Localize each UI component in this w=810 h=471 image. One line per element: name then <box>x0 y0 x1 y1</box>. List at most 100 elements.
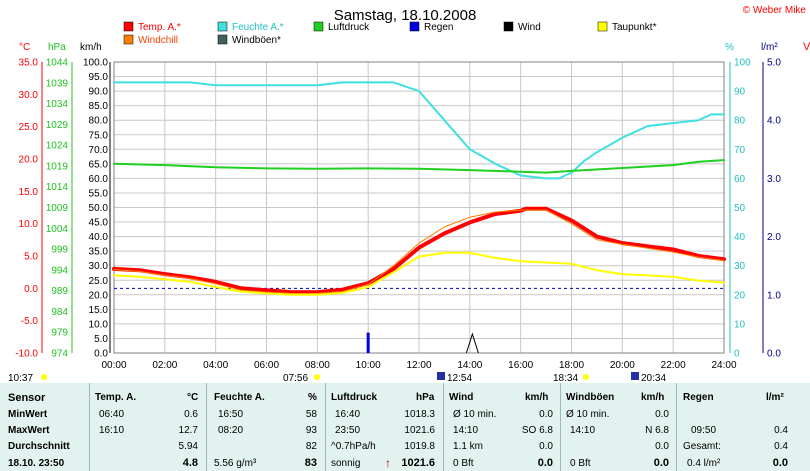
humidity-max: 93 <box>305 425 317 436</box>
row-label-current: 18.10. 23:50 <box>8 458 65 469</box>
pressure-tick-label: 989 <box>51 286 68 297</box>
temp-tick-label: 0.0 <box>24 284 38 295</box>
legend-swatch <box>217 34 228 45</box>
wind-avg-value: 0.0 <box>539 409 553 420</box>
humidity-current: 83 <box>304 457 317 469</box>
legend-swatch <box>123 34 134 45</box>
row-label-max: MaxWert <box>8 425 50 436</box>
series-line-temp-a <box>112 206 726 295</box>
pressure-tick-label: 974 <box>51 349 68 360</box>
wind-unit: km/h <box>525 392 549 403</box>
temp-tick-label: 5.0 <box>24 252 38 263</box>
temp-tick-label: 15.0 <box>19 187 39 198</box>
rain-max-value: 0.4 <box>774 425 788 436</box>
humidity-min: 58 <box>305 409 317 420</box>
pressure-tick-label: 979 <box>51 328 68 339</box>
wind-distance: 1.1 km <box>453 441 484 452</box>
wind-avg-label: Ø 10 min. <box>453 409 497 420</box>
speed-tick-label: 40.0 <box>89 232 109 243</box>
rain-tick-label: 0.0 <box>767 349 781 360</box>
humidity-tick-label: 90 <box>734 87 746 98</box>
temp-max-time: 16:10 <box>99 425 125 436</box>
temp-unit: °C <box>187 392 199 403</box>
humidity-tick-label: 100 <box>734 58 751 69</box>
legend-swatch <box>503 21 514 32</box>
temp-unit-label: °C <box>19 42 30 53</box>
speed-tick-label: 10.0 <box>89 319 109 330</box>
chart-grid <box>113 61 725 354</box>
chart-series <box>112 81 726 354</box>
pressure-tick-label: 994 <box>51 265 68 276</box>
wind-peak-mark <box>465 332 479 354</box>
temp-header: Temp. A. <box>95 392 137 403</box>
plot-frame <box>113 61 725 354</box>
legend-swatch <box>217 21 228 32</box>
speed-unit-label: km/h <box>80 42 102 53</box>
speed-tick-label: 90.0 <box>89 87 109 98</box>
rain-tick-label: 2.0 <box>767 232 781 243</box>
moonrise-time: 12:54 <box>447 373 472 383</box>
pressure-tick-label: 1029 <box>46 120 69 131</box>
pressure-tick-label: 1004 <box>46 224 69 235</box>
series-line-feuchte-a <box>113 81 725 180</box>
series-line-windchill <box>113 209 725 294</box>
pressure-avg: 1019.8 <box>404 441 435 452</box>
legend-label: Taupunkt* <box>612 22 657 33</box>
moonset-time: 20:34 <box>641 373 666 383</box>
temp-min-time: 06:40 <box>99 409 125 420</box>
sunrise-icon <box>314 374 320 380</box>
column-divider <box>560 383 561 471</box>
speed-tick-label: 30.0 <box>89 261 109 272</box>
pressure-tick-label: 1034 <box>46 99 69 110</box>
temp-current: 4.8 <box>182 457 198 469</box>
legend-swatch <box>123 21 134 32</box>
humidity-tick-label: 30 <box>734 261 746 272</box>
temp-tick-label: 25.0 <box>19 122 39 133</box>
pressure-tick-label: 1039 <box>46 78 69 89</box>
sunrise-time: 07:56 <box>283 373 308 383</box>
pressure-min-time: 16:40 <box>335 409 361 420</box>
series-line-taupunkt <box>113 251 725 296</box>
wind-header: Wind <box>449 392 474 403</box>
pressure-current: 1021.6 <box>401 457 435 469</box>
column-divider <box>206 383 207 471</box>
speed-tick-label: 65.0 <box>89 159 109 170</box>
x-tick-label: 00:00 <box>101 360 126 371</box>
temp-tick-label: -10.0 <box>15 349 38 360</box>
pressure-tick-label: 984 <box>51 307 68 318</box>
pressure-tick-label: 1009 <box>46 203 69 214</box>
pressure-tick-label: 1024 <box>46 141 69 152</box>
pressure-forecast: sonnig <box>331 458 361 469</box>
rain-current: 0.0 <box>772 457 788 469</box>
legend-label: Temp. A.* <box>138 22 181 33</box>
temp-avg: 5.94 <box>178 441 198 452</box>
pressure-tick-label: 1044 <box>46 58 69 69</box>
row-label-avg: Durchschnitt <box>8 441 70 452</box>
pressure-unit: hPa <box>416 392 435 403</box>
x-tick-label: 08:00 <box>305 360 330 371</box>
weather-chart: 00:00 02:00 04:00 06:00 08:00 10:00 12:00 14:00… <box>8 5 810 383</box>
gust-avg-label: Ø 10 min. <box>566 409 610 420</box>
speed-tick-label: 100.0 <box>83 58 108 69</box>
speed-tick-label: 95.0 <box>89 72 109 83</box>
gust-beaufort: 0 Bft <box>570 458 591 469</box>
moonset-icon <box>631 372 639 380</box>
legend-swatch <box>409 21 420 32</box>
wind-avg-speed: 0.0 <box>539 441 553 452</box>
sunset-icon <box>583 374 589 380</box>
humidity-tick-label: 70 <box>734 145 746 156</box>
humidity-min-time: 16:50 <box>218 409 244 420</box>
legend-label: Wind <box>518 22 541 33</box>
humidity-tick-label: 80 <box>734 116 746 127</box>
speed-tick-label: 50.0 <box>89 203 109 214</box>
row-label-sensor: Sensor <box>8 392 46 404</box>
pressure-max-time: 23:50 <box>335 425 361 436</box>
x-tick-label: 24:00 <box>711 360 736 371</box>
humidity-tick-label: 40 <box>734 232 746 243</box>
speed-tick-label: 5.0 <box>94 334 108 345</box>
right-edge-mark: V <box>803 41 810 53</box>
x-tick-label: 06:00 <box>254 360 279 371</box>
humidity-max-time: 08:20 <box>218 425 244 436</box>
legend-label: Windchill <box>138 35 178 46</box>
x-tick-label: 18:00 <box>559 360 584 371</box>
